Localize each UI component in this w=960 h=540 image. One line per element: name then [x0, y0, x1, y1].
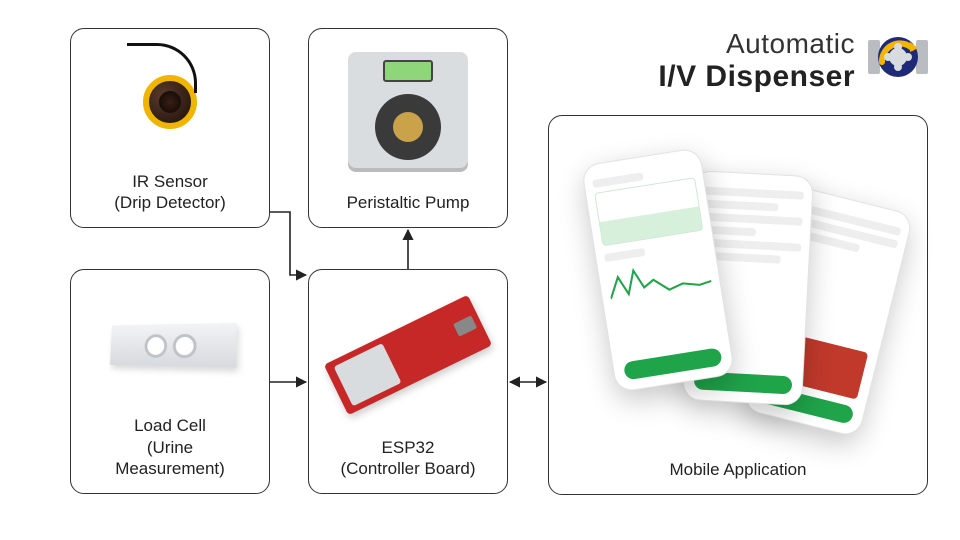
esp32-illustration — [317, 280, 499, 431]
node-mobile-app: Mobile Application — [548, 115, 928, 495]
mobile-app-illustration — [557, 126, 919, 453]
node-label: IR Sensor (Drip Detector) — [114, 171, 225, 214]
label-text: ESP32 — [382, 438, 435, 457]
ir-sensor-illustration — [79, 39, 261, 165]
pump-logo-icon — [866, 32, 930, 82]
title-line-2: I/V Dispenser — [658, 60, 855, 94]
node-esp32: ESP32 (Controller Board) — [308, 269, 508, 494]
label-text: (Controller Board) — [340, 459, 475, 478]
load-cell-illustration — [79, 280, 261, 409]
page-title: Automatic I/V Dispenser — [658, 28, 855, 94]
node-label: Load Cell (Urine Measurement) — [115, 415, 225, 479]
node-load-cell: Load Cell (Urine Measurement) — [70, 269, 270, 494]
label-text: IR Sensor — [132, 172, 208, 191]
node-ir-sensor: IR Sensor (Drip Detector) — [70, 28, 270, 228]
label-text: (Urine — [147, 438, 193, 457]
node-label: Peristaltic Pump — [347, 192, 470, 213]
label-text: Measurement) — [115, 459, 225, 478]
node-label: ESP32 (Controller Board) — [340, 437, 475, 480]
node-label: Mobile Application — [669, 459, 806, 480]
node-peristaltic-pump: Peristaltic Pump — [308, 28, 508, 228]
label-text: (Drip Detector) — [114, 193, 225, 212]
pump-illustration — [317, 39, 499, 186]
title-line-1: Automatic — [658, 28, 855, 60]
label-text: Load Cell — [134, 416, 206, 435]
